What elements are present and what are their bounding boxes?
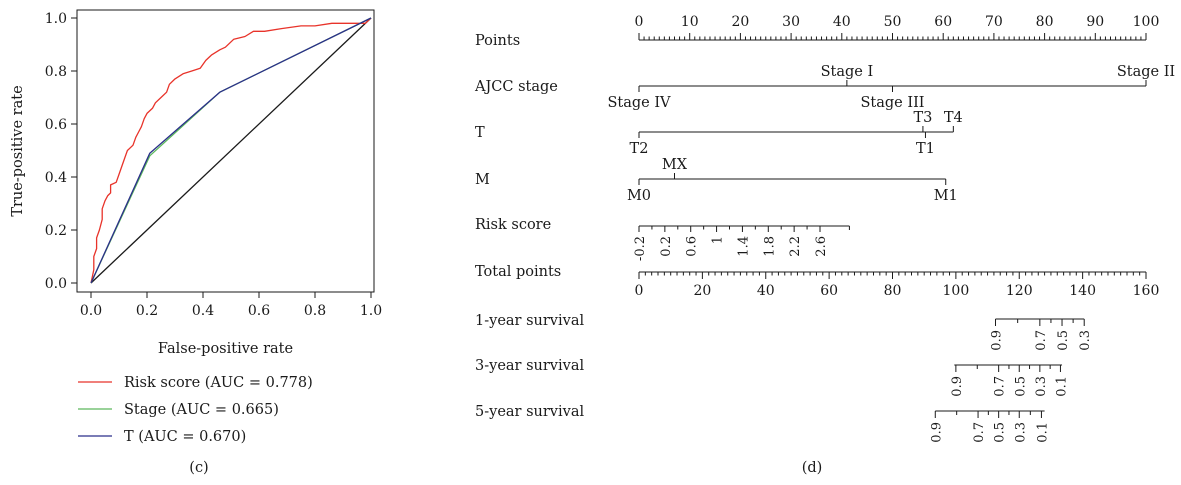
total-points-tick-label: 80 xyxy=(884,283,902,299)
points-axis-tick-label: 90 xyxy=(1086,14,1104,30)
survival-tick-label: 0.9 xyxy=(989,330,1004,351)
roc-legend: Risk score (AUC = 0.778) Stage (AUC = 0.6… xyxy=(78,375,313,445)
roc-y-axis: 0.0 0.2 0.4 0.6 0.8 1.0 xyxy=(45,11,77,292)
variable-level-label: T4 xyxy=(944,110,963,126)
nomogram-row-label-survival-2: 3-year survival xyxy=(475,358,584,374)
roc-y-tick-label: 1.0 xyxy=(45,11,67,27)
nomogram-row-label-risk-score: Risk score xyxy=(475,217,551,233)
panel-label-c: (c) xyxy=(189,460,208,476)
total-points-tick-label: 0 xyxy=(635,283,644,299)
total-points-tick-label: 120 xyxy=(1006,283,1033,299)
roc-x-tick-label: 0.6 xyxy=(248,303,270,319)
risk-score-tick-label: 2.2 xyxy=(788,236,803,257)
roc-y-tick-label: 0.2 xyxy=(45,223,67,239)
roc-panel: 0.0 0.2 0.4 0.6 0.8 1.0 0.0 0.2 0.4 0.6 0.8 1.0 Fa… xyxy=(10,9,382,476)
survival-tick-label: 0.5 xyxy=(1013,376,1028,397)
roc-y-axis-label: True-positive rate xyxy=(10,85,26,216)
nomogram-row-label-ajcc-stage: AJCC stage xyxy=(474,79,558,95)
survival-tick-label: 0.9 xyxy=(950,376,965,397)
survival-tick-label: 0.1 xyxy=(1035,422,1050,443)
roc-series-line-3 xyxy=(90,17,372,284)
points-axis-tick-label: 70 xyxy=(985,14,1003,30)
variable-level-label: T3 xyxy=(913,110,932,126)
risk-score-tick-label: 0.6 xyxy=(685,236,700,257)
survival-tick-label: 0.7 xyxy=(972,422,987,443)
points-axis-tick-label: 10 xyxy=(681,14,699,30)
nomogram-row-label-survival-1: 1-year survival xyxy=(475,313,584,329)
variable-level-label: T1 xyxy=(916,141,935,157)
roc-x-tick-label: 0.8 xyxy=(304,303,326,319)
total-points-tick-label: 40 xyxy=(757,283,775,299)
roc-legend-label-1: Risk score (AUC = 0.778) xyxy=(124,375,313,391)
roc-y-tick-label: 0.0 xyxy=(45,276,67,292)
points-axis-tick-label: 60 xyxy=(934,14,952,30)
roc-y-tick-label: 0.8 xyxy=(45,64,67,80)
survival-tick-label: 0.3 xyxy=(1078,330,1093,351)
points-axis-tick-label: 100 xyxy=(1133,14,1160,30)
roc-x-tick-label: 0.0 xyxy=(80,303,102,319)
points-axis-tick-label: 50 xyxy=(884,14,902,30)
risk-score-tick-label: 1.4 xyxy=(736,236,751,257)
survival-tick-label: 0.1 xyxy=(1054,376,1069,397)
roc-y-tick-label: 0.4 xyxy=(45,170,67,186)
survival-tick-label: 0.3 xyxy=(1013,422,1028,443)
nomogram-row-label-total-points: Total points xyxy=(475,264,561,280)
total-points-tick-label: 20 xyxy=(693,283,711,299)
variable-level-label: Stage II xyxy=(1117,64,1175,80)
points-axis-tick-label: 0 xyxy=(635,14,644,30)
points-axis-tick-label: 30 xyxy=(782,14,800,30)
risk-score-tick-label: -0.2 xyxy=(633,236,648,261)
roc-series-line-1 xyxy=(90,17,372,284)
variable-level-label: T2 xyxy=(630,141,649,157)
variable-level-label: Stage I xyxy=(821,64,874,80)
roc-legend-label-3: T (AUC = 0.670) xyxy=(124,429,246,445)
nomogram-row-label-survival-3: 5-year survival xyxy=(475,404,584,420)
risk-score-tick-label: 1.8 xyxy=(762,236,777,257)
points-axis-tick-label: 40 xyxy=(833,14,851,30)
nomogram-row-label-t: T xyxy=(475,125,485,141)
roc-x-tick-label: 0.4 xyxy=(192,303,214,319)
points-axis-tick-label: 80 xyxy=(1036,14,1054,30)
total-points-tick-label: 140 xyxy=(1069,283,1096,299)
survival-tick-label: 0.5 xyxy=(993,422,1008,443)
total-points-tick-label: 60 xyxy=(820,283,838,299)
variable-level-label: M0 xyxy=(627,188,651,204)
variable-level-label: Stage III xyxy=(860,95,924,111)
roc-x-axis-label: False-positive rate xyxy=(158,341,293,357)
roc-plot-frame xyxy=(76,9,375,293)
roc-series-group xyxy=(90,17,372,284)
variable-level-label: MX xyxy=(662,157,688,173)
survival-tick-label: 0.9 xyxy=(929,422,944,443)
points-axis-tick-label: 20 xyxy=(731,14,749,30)
total-points-tick-label: 160 xyxy=(1133,283,1160,299)
roc-x-tick-label: 0.2 xyxy=(136,303,158,319)
total-points-tick-label: 100 xyxy=(943,283,970,299)
roc-y-tick-label: 0.6 xyxy=(45,117,67,133)
survival-tick-label: 0.7 xyxy=(993,376,1008,397)
nomogram-row-label-points: Points xyxy=(475,33,520,49)
nomogram-row-label-m: M xyxy=(475,172,490,188)
variable-level-label: Stage IV xyxy=(607,95,671,111)
variable-level-label: M1 xyxy=(934,188,958,204)
roc-reference-diagonal xyxy=(90,17,372,284)
risk-score-tick-label: 0.2 xyxy=(659,236,674,257)
survival-tick-label: 0.5 xyxy=(1056,330,1071,351)
survival-tick-label: 0.7 xyxy=(1034,330,1049,351)
survival-tick-label: 0.3 xyxy=(1034,376,1049,397)
roc-x-tick-label: 1.0 xyxy=(360,303,382,319)
risk-score-tick-label: 1 xyxy=(711,236,726,244)
roc-legend-label-2: Stage (AUC = 0.665) xyxy=(124,402,279,418)
roc-x-axis: 0.0 0.2 0.4 0.6 0.8 1.0 xyxy=(80,292,382,319)
risk-score-tick-label: 2.6 xyxy=(814,236,829,257)
panel-label-d: (d) xyxy=(802,460,823,476)
